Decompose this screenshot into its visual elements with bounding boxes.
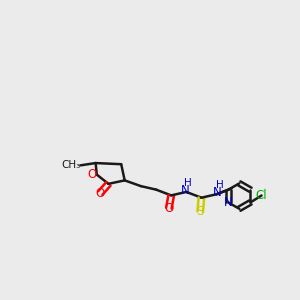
Text: O: O — [164, 202, 173, 214]
Text: O: O — [88, 168, 97, 181]
Text: H: H — [184, 178, 191, 188]
Text: N: N — [181, 184, 190, 196]
Text: N: N — [213, 186, 222, 199]
Text: S: S — [196, 205, 204, 218]
Text: CH₃: CH₃ — [61, 160, 80, 170]
Text: N: N — [224, 196, 233, 209]
Text: O: O — [96, 187, 105, 200]
Text: Cl: Cl — [256, 189, 267, 202]
Text: H: H — [216, 181, 224, 190]
